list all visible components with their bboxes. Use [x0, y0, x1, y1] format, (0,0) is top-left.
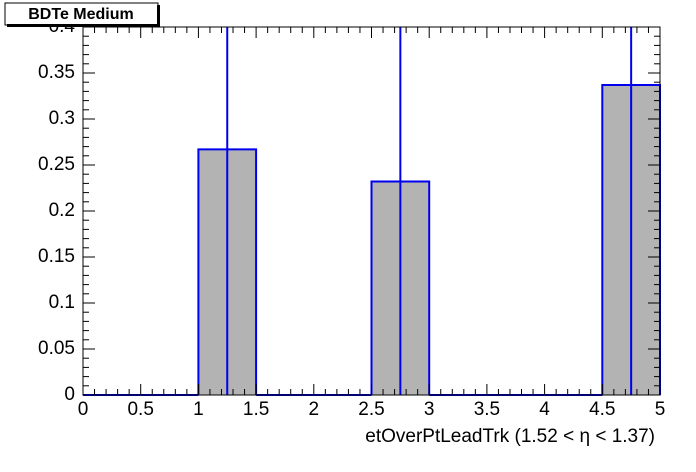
y-tick-label: 0.05	[38, 338, 75, 359]
y-tick-label: 0.35	[38, 62, 75, 83]
x-tick-label: 3.5	[474, 399, 500, 420]
title-box-shadow	[157, 5, 160, 26]
y-tick-label: 0.15	[38, 246, 75, 267]
x-tick-label: 1.5	[243, 399, 269, 420]
x-tick-label: 4.5	[589, 399, 615, 420]
chart-title: BDTe Medium	[28, 6, 133, 23]
x-tick-label: 0	[78, 399, 89, 420]
error-bars	[226, 27, 633, 395]
x-tick-label: 2	[309, 399, 320, 420]
x-tick-label: 3	[424, 399, 435, 420]
x-tick-label: 2.5	[358, 399, 384, 420]
x-tick-label: 1	[193, 399, 204, 420]
x-tick-label: 5	[655, 399, 666, 420]
y-tick-label: 0.1	[49, 292, 75, 313]
y-tick-label: 0.3	[49, 108, 75, 129]
title-box-shadow	[7, 24, 160, 27]
x-tick-label: 4	[539, 399, 550, 420]
x-axis-label: etOverPtLeadTrk (1.52 < η < 1.37)	[365, 426, 655, 447]
y-tick-label: 0	[64, 384, 75, 405]
y-tick-label: 0.2	[49, 200, 75, 221]
y-tick-label: 0.25	[38, 154, 75, 175]
x-tick-label: 0.5	[127, 399, 153, 420]
